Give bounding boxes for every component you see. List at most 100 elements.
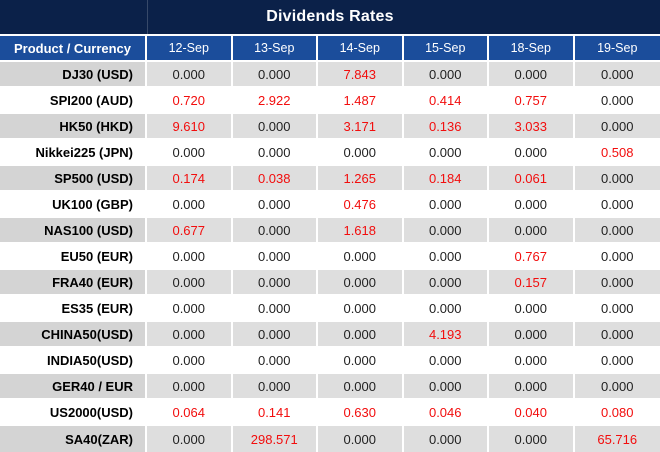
product-cell: ES35 (EUR) (0, 296, 147, 322)
product-cell: SPI200 (AUD) (0, 88, 147, 114)
value-cell: 0.414 (403, 88, 489, 114)
product-cell: US2000(USD) (0, 400, 147, 426)
value-cell: 0.000 (318, 296, 404, 322)
value-cell: 0.080 (574, 400, 660, 426)
table-row: CHINA50(USD) 0.000 0.000 0.000 4.193 0.000 0.0… (0, 322, 660, 348)
product-cell: SA40(ZAR) (0, 426, 147, 452)
table-row: FRA40 (EUR) 0.000 0.000 0.000 0.000 0.157 0.00… (0, 270, 660, 296)
product-cell: INDIA50(USD) (0, 348, 147, 374)
table-row: INDIA50(USD) 0.000 0.000 0.000 0.000 0.000 0.0… (0, 348, 660, 374)
value-cell: 1.487 (318, 88, 404, 114)
value-cell: 0.000 (147, 244, 233, 270)
value-cell: 7.843 (318, 62, 404, 88)
product-cell: Nikkei225 (JPN) (0, 140, 147, 166)
value-cell: 0.000 (318, 426, 404, 452)
value-cell: 0.000 (232, 296, 318, 322)
product-cell: HK50 (HKD) (0, 114, 147, 140)
value-cell: 298.571 (232, 426, 318, 452)
value-cell: 0.000 (403, 218, 489, 244)
value-cell: 0.000 (574, 270, 660, 296)
value-cell: 0.000 (232, 62, 318, 88)
value-cell: 3.033 (489, 114, 575, 140)
value-cell: 65.716 (574, 426, 660, 452)
value-cell: 0.000 (489, 374, 575, 400)
table-row: SPI200 (AUD) 0.720 2.922 1.487 0.414 0.757 0.0… (0, 88, 660, 114)
value-cell: 0.000 (318, 374, 404, 400)
value-cell: 0.000 (574, 296, 660, 322)
table-row: EU50 (EUR) 0.000 0.000 0.000 0.000 0.767 0.000 (0, 244, 660, 270)
value-cell: 0.136 (403, 114, 489, 140)
value-cell: 0.767 (489, 244, 575, 270)
value-cell: 0.000 (318, 244, 404, 270)
value-cell: 0.000 (574, 244, 660, 270)
value-cell: 0.000 (489, 192, 575, 218)
value-cell: 1.265 (318, 166, 404, 192)
value-cell: 0.720 (147, 88, 233, 114)
title-column-separator (147, 0, 148, 34)
column-header-date: 19-Sep (574, 36, 660, 62)
value-cell: 0.000 (403, 348, 489, 374)
value-cell: 0.000 (147, 348, 233, 374)
value-cell: 0.000 (403, 62, 489, 88)
value-cell: 0.000 (318, 270, 404, 296)
value-cell: 0.677 (147, 218, 233, 244)
product-cell: UK100 (GBP) (0, 192, 147, 218)
product-cell: CHINA50(USD) (0, 322, 147, 348)
value-cell: 0.184 (403, 166, 489, 192)
value-cell: 1.618 (318, 218, 404, 244)
value-cell: 0.000 (574, 192, 660, 218)
value-cell: 0.000 (574, 88, 660, 114)
product-cell: EU50 (EUR) (0, 244, 147, 270)
value-cell: 0.000 (232, 322, 318, 348)
value-cell: 3.171 (318, 114, 404, 140)
value-cell: 0.000 (318, 322, 404, 348)
value-cell: 0.000 (147, 426, 233, 452)
value-cell: 0.000 (574, 166, 660, 192)
value-cell: 0.000 (232, 270, 318, 296)
product-cell: SP500 (USD) (0, 166, 147, 192)
value-cell: 0.000 (147, 270, 233, 296)
value-cell: 0.000 (574, 374, 660, 400)
value-cell: 0.757 (489, 88, 575, 114)
value-cell: 0.000 (489, 218, 575, 244)
column-header-date: 18-Sep (489, 36, 575, 62)
value-cell: 0.000 (403, 244, 489, 270)
value-cell: 0.000 (403, 140, 489, 166)
table-row: SA40(ZAR) 0.000 298.571 0.000 0.000 0.000 65.7… (0, 426, 660, 452)
value-cell: 2.922 (232, 88, 318, 114)
value-cell: 0.000 (147, 296, 233, 322)
value-cell: 0.000 (147, 140, 233, 166)
column-header-product: Product / Currency (0, 36, 147, 62)
dividends-table: Product / Currency 12-Sep 13-Sep 14-Sep … (0, 36, 660, 452)
page-title: Dividends Rates (266, 8, 394, 25)
product-cell: GER40 / EUR (0, 374, 147, 400)
value-cell: 0.000 (574, 322, 660, 348)
value-cell: 0.000 (147, 322, 233, 348)
value-cell: 0.040 (489, 400, 575, 426)
table-row: Nikkei225 (JPN) 0.000 0.000 0.000 0.000 0.000… (0, 140, 660, 166)
value-cell: 0.000 (403, 296, 489, 322)
title-bar: Dividends Rates (0, 0, 660, 36)
value-cell: 0.000 (403, 270, 489, 296)
value-cell: 0.000 (489, 348, 575, 374)
table-row: HK50 (HKD) 9.610 0.000 3.171 0.136 3.033 0.000 (0, 114, 660, 140)
value-cell: 0.000 (232, 218, 318, 244)
value-cell: 9.610 (147, 114, 233, 140)
value-cell: 0.000 (489, 322, 575, 348)
value-cell: 0.046 (403, 400, 489, 426)
table-row: UK100 (GBP) 0.000 0.000 0.476 0.000 0.000 0.00… (0, 192, 660, 218)
value-cell: 0.000 (147, 374, 233, 400)
value-cell: 0.157 (489, 270, 575, 296)
value-cell: 0.141 (232, 400, 318, 426)
table-row: NAS100 (USD) 0.677 0.000 1.618 0.000 0.000 0.0… (0, 218, 660, 244)
value-cell: 0.038 (232, 166, 318, 192)
table-row: ES35 (EUR) 0.000 0.000 0.000 0.000 0.000 0.000 (0, 296, 660, 322)
table-row: SP500 (USD) 0.174 0.038 1.265 0.184 0.061 0.00… (0, 166, 660, 192)
value-cell: 0.000 (147, 192, 233, 218)
value-cell: 0.000 (318, 348, 404, 374)
header-row: Product / Currency 12-Sep 13-Sep 14-Sep … (0, 36, 660, 62)
value-cell: 0.000 (232, 114, 318, 140)
value-cell: 0.000 (574, 62, 660, 88)
value-cell: 0.000 (232, 374, 318, 400)
